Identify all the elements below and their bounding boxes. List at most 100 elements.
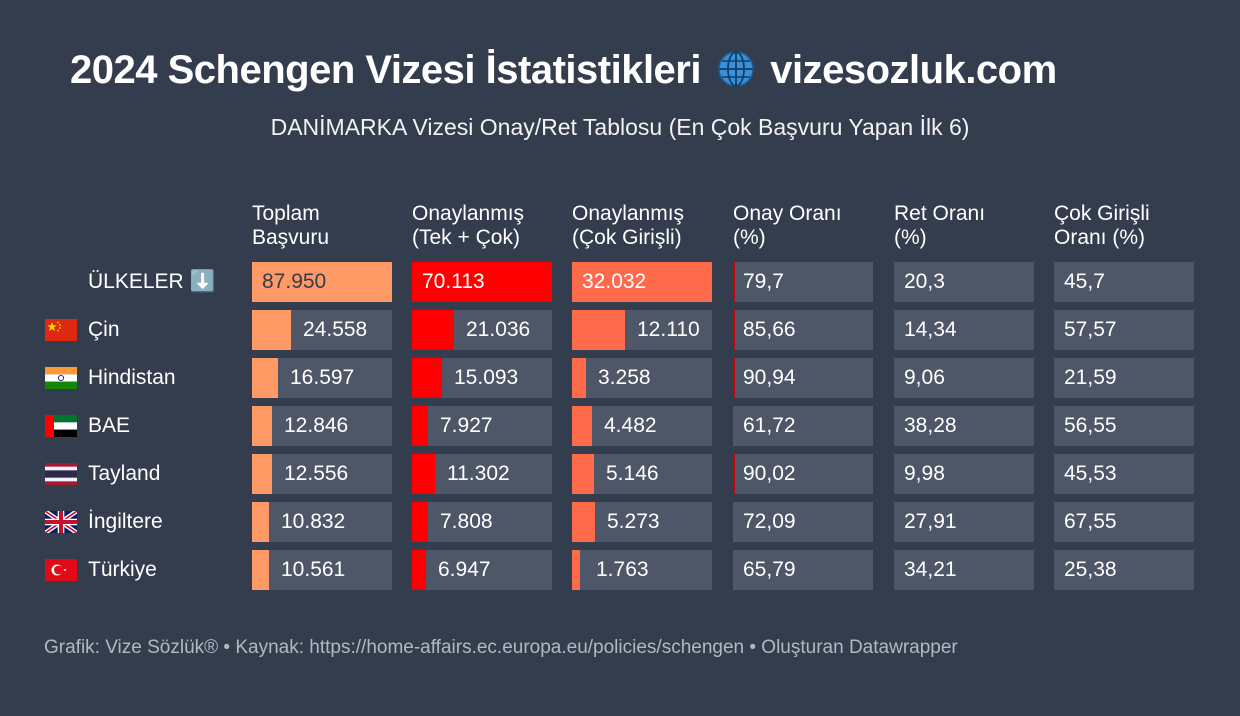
cell-turkiye-multi-rate: 25,38 [1054, 550, 1194, 590]
value-ingiltere-total: 10.832 [281, 510, 346, 533]
value-summary-rejection-rate: 20,3 [904, 270, 945, 293]
cell-bae-approved: 7.927 [412, 406, 552, 446]
title-text: 2024 Schengen Vizesi İstatistikleri [70, 48, 701, 92]
bar-bae-multi [572, 406, 592, 446]
chart-subtitle: DANİMARKA Vizesi Onay/Ret Tablosu (En Ço… [270, 114, 970, 140]
cell-tayland-multi: 5.146 [572, 454, 712, 494]
bar-tayland-multi [572, 454, 594, 494]
cell-summary-total: 87.950 [252, 262, 392, 302]
column-header-multi-rate: Çok Girişli Oranı (%) [1054, 202, 1150, 249]
cell-bae-total: 12.846 [252, 406, 392, 446]
bar-summary-approved [412, 262, 552, 302]
cell-bae-multi: 4.482 [572, 406, 712, 446]
value-ingiltere-approved: 7.808 [440, 510, 493, 533]
value-bae-multi-rate: 56,55 [1064, 414, 1117, 437]
bar-turkiye-total [252, 550, 269, 590]
row-label-turkiye: Türkiye [88, 558, 157, 581]
value-summary-approval-rate: 79,7 [743, 270, 784, 293]
value-tayland-multi: 5.146 [606, 462, 659, 485]
uk-flag-icon [45, 511, 77, 533]
bar-turkiye-approved [412, 550, 426, 590]
cell-turkiye-multi: 1.763 [572, 550, 712, 590]
bar-summary-total [252, 262, 392, 302]
cell-bae-approval-rate: 61,72 [733, 406, 873, 446]
thailand-flag-icon [45, 463, 77, 485]
value-bae-rejection-rate: 38,28 [904, 414, 957, 437]
column-header-multi: Onaylanmış (Çok Girişli) [572, 202, 685, 249]
bar-ingiltere-multi [572, 502, 595, 542]
cell-tayland-rejection-rate: 9,98 [894, 454, 1034, 494]
chart-footer: Grafik: Vize Sözlük® • Kaynak: https://h… [44, 637, 958, 658]
bar-hindistan-multi [572, 358, 586, 398]
value-summary-approved: 70.113 [422, 270, 485, 293]
cell-cin-total: 24.558 [252, 310, 392, 350]
site-name: vizesozluk.com [770, 48, 1057, 92]
cell-ingiltere-approved: 7.808 [412, 502, 552, 542]
value-ingiltere-multi: 5.273 [607, 510, 660, 533]
uae-flag-icon [45, 415, 77, 437]
value-tayland-rejection-rate: 9,98 [904, 462, 945, 485]
cell-ingiltere-multi: 5.273 [572, 502, 712, 542]
value-bae-multi: 4.482 [604, 414, 657, 437]
cell-tayland-total: 12.556 [252, 454, 392, 494]
bar-hindistan-total [252, 358, 278, 398]
india-flag-icon [45, 367, 77, 389]
value-summary-total: 87.950 [262, 270, 327, 293]
value-cin-multi: 12.110 [637, 318, 700, 341]
cell-bae-multi-rate: 56,55 [1054, 406, 1194, 446]
cell-summary-rejection-rate: 20,3 [894, 262, 1034, 302]
value-cin-approval-rate: 85,66 [743, 318, 796, 341]
bar-tayland-approval-rate [733, 454, 735, 494]
value-cin-multi-rate: 57,57 [1064, 318, 1117, 341]
value-tayland-approved: 11.302 [447, 462, 510, 485]
value-cin-total: 24.558 [303, 318, 368, 341]
value-summary-multi-rate: 45,7 [1064, 270, 1105, 293]
bar-bae-total [252, 406, 272, 446]
cell-hindistan-multi-rate: 21,59 [1054, 358, 1194, 398]
cell-tayland-approved: 11.302 [412, 454, 552, 494]
cell-summary-approved: 70.113 [412, 262, 552, 302]
value-hindistan-approved: 15.093 [454, 366, 519, 389]
cell-hindistan-total: 16.597 [252, 358, 392, 398]
cell-cin-multi-rate: 57,57 [1054, 310, 1194, 350]
row-label-cin: Çin [88, 318, 120, 341]
column-header-approved: Onaylanmış (Tek + Çok) [412, 202, 525, 249]
value-ingiltere-approval-rate: 72,09 [743, 510, 796, 533]
bar-turkiye-multi [572, 550, 580, 590]
bar-tayland-approved [412, 454, 435, 494]
value-bae-approved: 7.927 [440, 414, 493, 437]
row-label-hindistan: Hindistan [88, 366, 176, 389]
value-turkiye-total: 10.561 [281, 558, 346, 581]
cell-bae-rejection-rate: 38,28 [894, 406, 1034, 446]
chart-title: 2024 Schengen Vizesi İstatistikleri vize… [70, 44, 1190, 96]
cell-ingiltere-multi-rate: 67,55 [1054, 502, 1194, 542]
cell-turkiye-approval-rate: 65,79 [733, 550, 873, 590]
value-turkiye-approval-rate: 65,79 [743, 558, 796, 581]
cell-cin-rejection-rate: 14,34 [894, 310, 1034, 350]
cell-turkiye-approved: 6.947 [412, 550, 552, 590]
bar-cin-approval-rate [733, 310, 735, 350]
cell-cin-approved: 21.036 [412, 310, 552, 350]
bar-ingiltere-total [252, 502, 269, 542]
cell-hindistan-rejection-rate: 9,06 [894, 358, 1034, 398]
value-hindistan-total: 16.597 [290, 366, 355, 389]
china-flag-icon [45, 319, 77, 341]
cell-summary-multi: 32.032 [572, 262, 712, 302]
bar-cin-multi [572, 310, 625, 350]
value-turkiye-approved: 6.947 [438, 558, 491, 581]
cell-summary-multi-rate: 45,7 [1054, 262, 1194, 302]
cell-ingiltere-rejection-rate: 27,91 [894, 502, 1034, 542]
value-hindistan-multi: 3.258 [598, 366, 651, 389]
value-hindistan-multi-rate: 21,59 [1064, 366, 1117, 389]
cell-cin-approval-rate: 85,66 [733, 310, 873, 350]
value-ingiltere-multi-rate: 67,55 [1064, 510, 1117, 533]
column-header-approval-rate: Onay Oranı (%) [733, 202, 842, 249]
value-hindistan-approval-rate: 90,94 [743, 366, 796, 389]
value-turkiye-rejection-rate: 34,21 [904, 558, 957, 581]
cell-tayland-multi-rate: 45,53 [1054, 454, 1194, 494]
bar-summary-approval-rate [733, 262, 735, 302]
cell-ingiltere-total: 10.832 [252, 502, 392, 542]
bar-bae-approved [412, 406, 428, 446]
value-turkiye-multi-rate: 25,38 [1064, 558, 1117, 581]
turkey-flag-icon [45, 559, 77, 581]
